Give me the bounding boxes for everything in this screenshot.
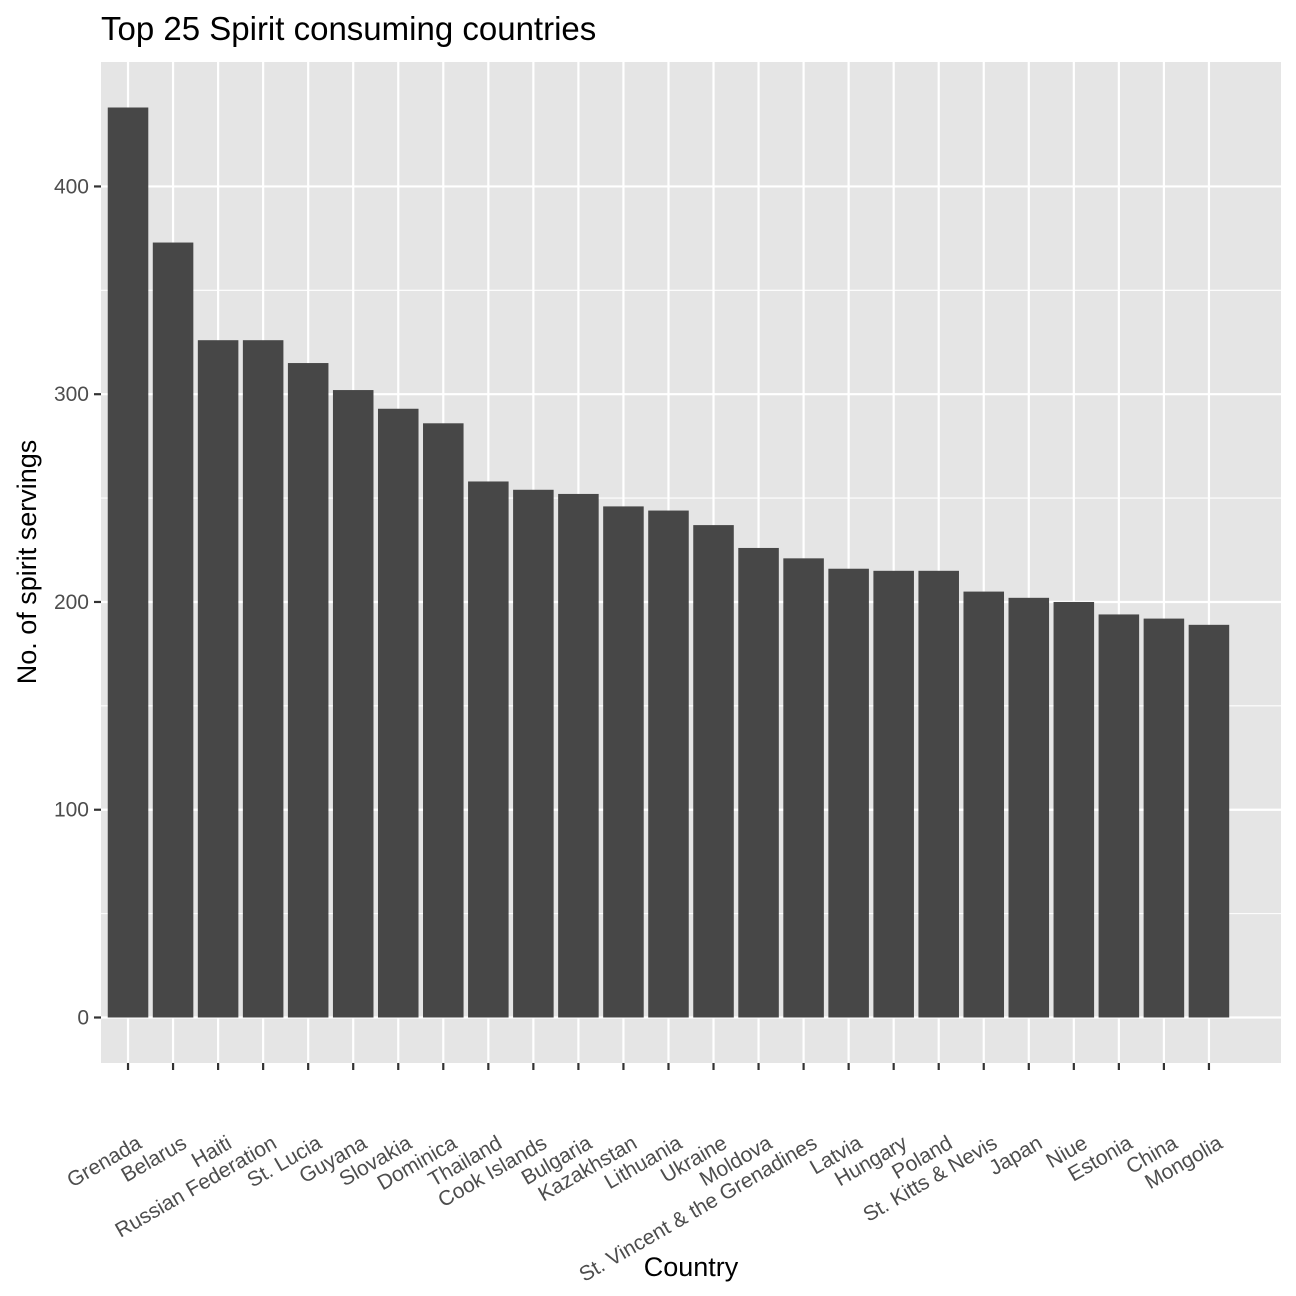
bar [107,107,149,1018]
y-tick-label: 400 [54,175,89,198]
bar [197,340,239,1018]
y-tick-label: 300 [54,383,89,406]
bar [513,489,554,1018]
bar [1053,601,1095,1018]
bar [1008,597,1050,1018]
bar [783,558,824,1018]
bar [423,423,464,1018]
bar [287,363,329,1018]
bar [1143,618,1185,1018]
y-axis-title: No. of spirit servings [12,440,42,685]
bar [377,408,419,1018]
y-tick-label: 100 [54,799,89,822]
chart-title: Top 25 Spirit consuming countries [101,10,596,47]
bar [693,525,734,1018]
bar [828,568,869,1018]
y-tick-label: 200 [54,591,89,614]
bar [1188,624,1230,1018]
bar [152,242,194,1018]
bar [648,510,689,1018]
bar [242,340,284,1018]
x-axis-title: Country [644,1252,739,1282]
bar [918,570,959,1018]
bar [873,570,914,1018]
bar [1098,614,1140,1018]
bar [963,591,1005,1018]
bar [332,390,374,1018]
x-tick-label: Japan [985,1131,1046,1180]
bar [738,547,779,1018]
bar [558,493,599,1018]
y-axis: 0 100 200 300 400 [54,175,101,1030]
bar [603,506,644,1018]
y-tick-label: 0 [77,1007,89,1030]
bars [107,107,1230,1018]
bar [468,481,509,1018]
